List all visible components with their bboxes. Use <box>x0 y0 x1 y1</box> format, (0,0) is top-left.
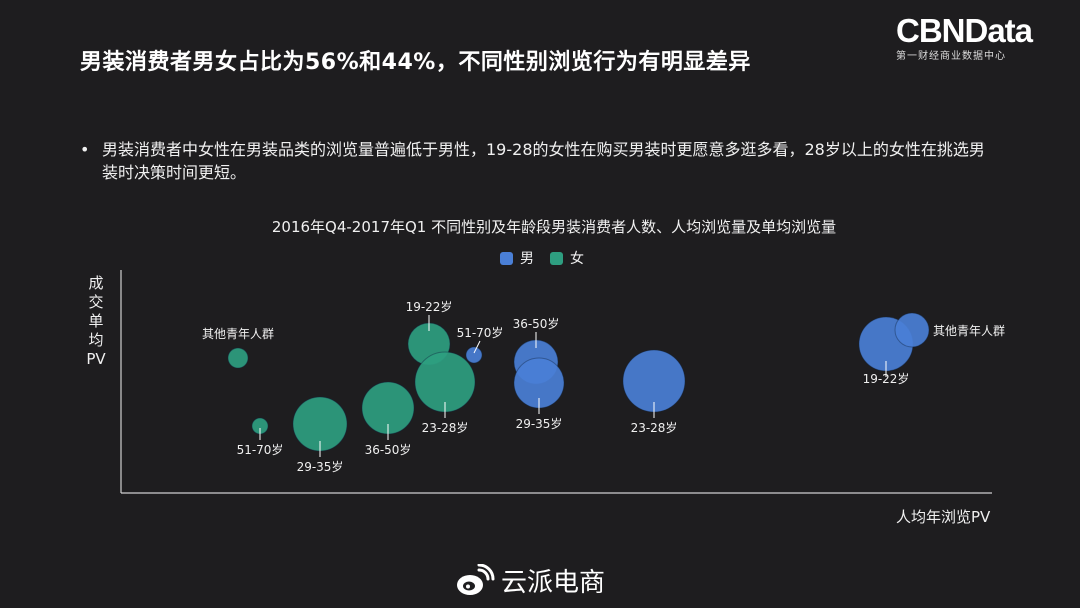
bubble-label: 19-22岁 <box>406 299 453 314</box>
bubble[interactable]: 其他青年人群 <box>894 312 1005 348</box>
watermark-text: 云派电商 <box>501 568 606 598</box>
y-axis-label: 成交单均 PV <box>84 274 108 369</box>
bubble[interactable]: 19-22岁 <box>858 316 914 386</box>
page-title: 男装消费者男女占比为56%和44%，不同性别浏览行为有明显差异 <box>80 50 751 75</box>
bubble-label: 36-50岁 <box>513 316 560 331</box>
y-axis-label-char: 成 <box>88 274 104 292</box>
legend-swatch <box>550 251 563 265</box>
legend-label: 男 <box>520 251 534 267</box>
bubble[interactable]: 29-35岁 <box>513 357 565 431</box>
bubble-label: 19-22岁 <box>863 371 910 386</box>
logo-subtitle: 第一财经商业数据中心 <box>896 51 1006 62</box>
bubble[interactable]: 23-28岁 <box>622 349 686 435</box>
bubble-label: 其他青年人群 <box>933 324 1005 338</box>
legend-item[interactable]: 女 <box>550 248 584 268</box>
bubble[interactable]: 29-35岁 <box>292 396 348 474</box>
bubble[interactable]: 51-70岁 <box>457 325 504 364</box>
bubble-label: 23-28岁 <box>631 420 678 435</box>
legend-item[interactable]: 男 <box>500 248 534 268</box>
bubble[interactable]: 其他青年人群 <box>202 327 274 369</box>
y-axis-label-char: 均 <box>88 331 104 349</box>
bubble-label: 29-35岁 <box>516 416 563 431</box>
legend-label: 女 <box>570 251 584 267</box>
bubble-label: 29-35岁 <box>297 459 344 474</box>
bubble[interactable]: 36-50岁 <box>361 381 415 457</box>
cbndata-logo: CBNData 第一财经商业数据中心 <box>896 12 1056 63</box>
weibo-icon <box>457 563 495 595</box>
bubble[interactable]: 23-28岁 <box>414 351 476 435</box>
bubble-label: 51-70岁 <box>457 325 504 340</box>
y-axis-label-char: PV <box>86 350 106 368</box>
chart-legend: 男女 <box>500 248 594 268</box>
bubble-label: 23-28岁 <box>422 420 469 435</box>
x-axis-label: 人均年浏览PV <box>896 508 991 526</box>
summary-text: 男装消费者中女性在男装品类的浏览量普遍低于男性，19-28的女性在购买男装时更愿… <box>102 140 985 182</box>
bubble-label: 51-70岁 <box>237 442 284 457</box>
bubble-label: 其他青年人群 <box>202 327 274 341</box>
bullet-marker: • <box>80 140 90 159</box>
y-axis-label-char: 单 <box>88 312 104 330</box>
summary-bullet: • 男装消费者中女性在男装品类的浏览量普遍低于男性，19-28的女性在购买男装时… <box>80 138 1000 184</box>
bubble-label: 36-50岁 <box>365 442 412 457</box>
bubble[interactable]: 51-70岁 <box>237 417 284 457</box>
y-axis-label-char: 交 <box>88 293 104 311</box>
chart-title: 2016年Q4-2017年Q1 不同性别及年龄段男装消费者人数、人均浏览量及单均… <box>271 218 837 236</box>
watermark: 云派电商 <box>455 562 605 599</box>
logo-wordmark: CBNData <box>896 12 1033 49</box>
legend-swatch <box>500 251 513 265</box>
